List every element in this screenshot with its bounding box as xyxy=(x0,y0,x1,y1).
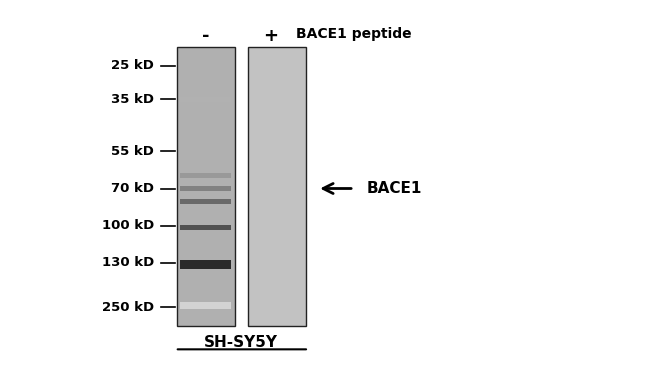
Bar xyxy=(180,173,231,178)
Text: 35 kD: 35 kD xyxy=(111,93,154,106)
Bar xyxy=(248,48,306,326)
Text: 130 kD: 130 kD xyxy=(102,256,154,269)
Text: 250 kD: 250 kD xyxy=(102,301,154,314)
Bar xyxy=(180,260,231,269)
Text: BACE1: BACE1 xyxy=(367,181,422,196)
Text: 25 kD: 25 kD xyxy=(111,60,154,72)
Bar xyxy=(180,199,231,204)
Text: 100 kD: 100 kD xyxy=(102,219,154,232)
Bar xyxy=(180,186,231,191)
Bar xyxy=(177,48,235,326)
Bar xyxy=(180,302,231,309)
Text: +: + xyxy=(263,27,278,45)
Text: 70 kD: 70 kD xyxy=(111,182,154,195)
Text: -: - xyxy=(202,27,209,45)
Text: 55 kD: 55 kD xyxy=(111,145,154,158)
Text: BACE1 peptide: BACE1 peptide xyxy=(296,27,411,41)
Bar xyxy=(180,97,231,102)
Text: SH-SY5Y: SH-SY5Y xyxy=(204,335,278,350)
Bar xyxy=(180,225,231,230)
